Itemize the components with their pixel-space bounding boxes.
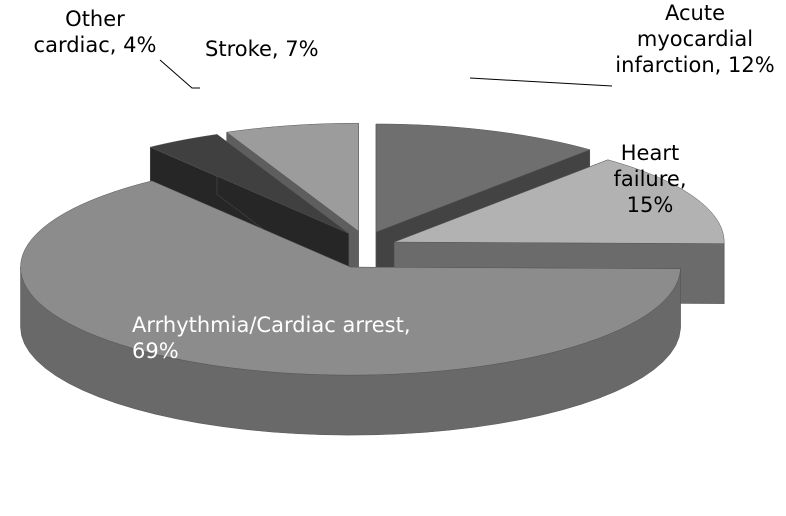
slices — [20, 122, 725, 436]
slice-label: Arrhythmia/Cardiac arrest, 69% — [132, 313, 411, 363]
slice-label: Other cardiac, 4% — [33, 7, 157, 57]
slice-label: Acute myocardial infarction, 12% — [615, 1, 775, 77]
leader-line — [159, 59, 200, 89]
leader-line — [469, 77, 613, 87]
slice — [225, 122, 359, 232]
slice-label: Stroke, 7% — [205, 37, 319, 61]
slice-label: Heart failure, 15% — [613, 141, 687, 217]
slice — [394, 159, 725, 244]
slice — [20, 180, 681, 376]
slice — [149, 134, 350, 234]
slice — [375, 123, 591, 233]
